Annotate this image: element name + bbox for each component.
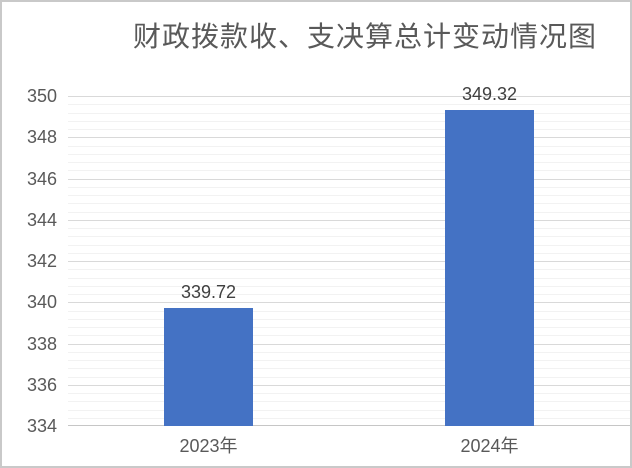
minor-gridline	[68, 252, 630, 254]
y-axis-tick-label: 338	[26, 333, 57, 354]
major-gridline	[68, 261, 630, 262]
minor-gridline	[68, 368, 630, 370]
y-axis-tick-label: 336	[26, 374, 57, 395]
minor-gridline	[68, 294, 630, 295]
minor-gridline	[68, 228, 630, 229]
major-gridline	[68, 219, 630, 221]
minor-gridline	[68, 203, 630, 205]
minor-gridline	[68, 211, 630, 213]
minor-gridline	[68, 112, 630, 114]
minor-gridline	[68, 186, 630, 188]
minor-gridline	[68, 285, 630, 287]
minor-gridline	[68, 376, 630, 378]
minor-gridline	[68, 393, 630, 394]
y-axis-tick-label: 344	[26, 209, 57, 230]
y-axis-tick-label: 340	[26, 292, 57, 313]
y-axis-tick-label: 346	[26, 168, 57, 189]
bar-2023年	[164, 308, 253, 426]
minor-gridline	[68, 335, 630, 337]
minor-gridline	[68, 170, 630, 172]
major-gridline	[68, 302, 630, 304]
minor-gridline	[68, 327, 630, 328]
y-axis-tick-label: 350	[26, 86, 57, 106]
x-axis-line	[68, 425, 630, 426]
minor-gridline	[68, 409, 630, 411]
minor-gridline	[68, 351, 630, 353]
minor-gridline	[68, 236, 630, 238]
minor-gridline	[68, 310, 630, 312]
minor-gridline	[68, 162, 630, 163]
y-axis-tick-label: 348	[26, 127, 57, 148]
minor-gridline	[68, 244, 630, 246]
y-axis-tick-label: 334	[26, 416, 57, 436]
data-label-2023年: 339.72	[180, 282, 237, 303]
minor-gridline	[68, 277, 630, 279]
minor-gridline	[68, 195, 630, 196]
major-gridline	[68, 137, 630, 139]
minor-gridline	[68, 129, 630, 130]
plot-area	[68, 96, 630, 426]
minor-gridline	[68, 145, 630, 147]
major-gridline	[68, 343, 630, 345]
bar-2024年	[445, 110, 534, 426]
x-axis-label-2023年: 2023年	[179, 436, 238, 456]
minor-gridline	[68, 104, 630, 106]
data-label-2024年: 349.32	[461, 84, 518, 105]
minor-gridline	[68, 269, 630, 271]
y-axis-tick-label: 342	[26, 251, 57, 271]
major-gridline	[68, 384, 630, 386]
x-axis-label-2024年: 2024年	[460, 436, 519, 456]
minor-gridline	[68, 153, 630, 155]
minor-gridline	[68, 401, 630, 403]
minor-gridline	[68, 360, 630, 361]
chart-title: 财政拨款收、支决算总计变动情况图	[132, 20, 597, 53]
minor-gridline	[68, 120, 630, 122]
minor-gridline	[68, 318, 630, 320]
major-gridline	[68, 96, 630, 97]
minor-gridline	[68, 417, 630, 419]
major-gridline	[68, 178, 630, 180]
